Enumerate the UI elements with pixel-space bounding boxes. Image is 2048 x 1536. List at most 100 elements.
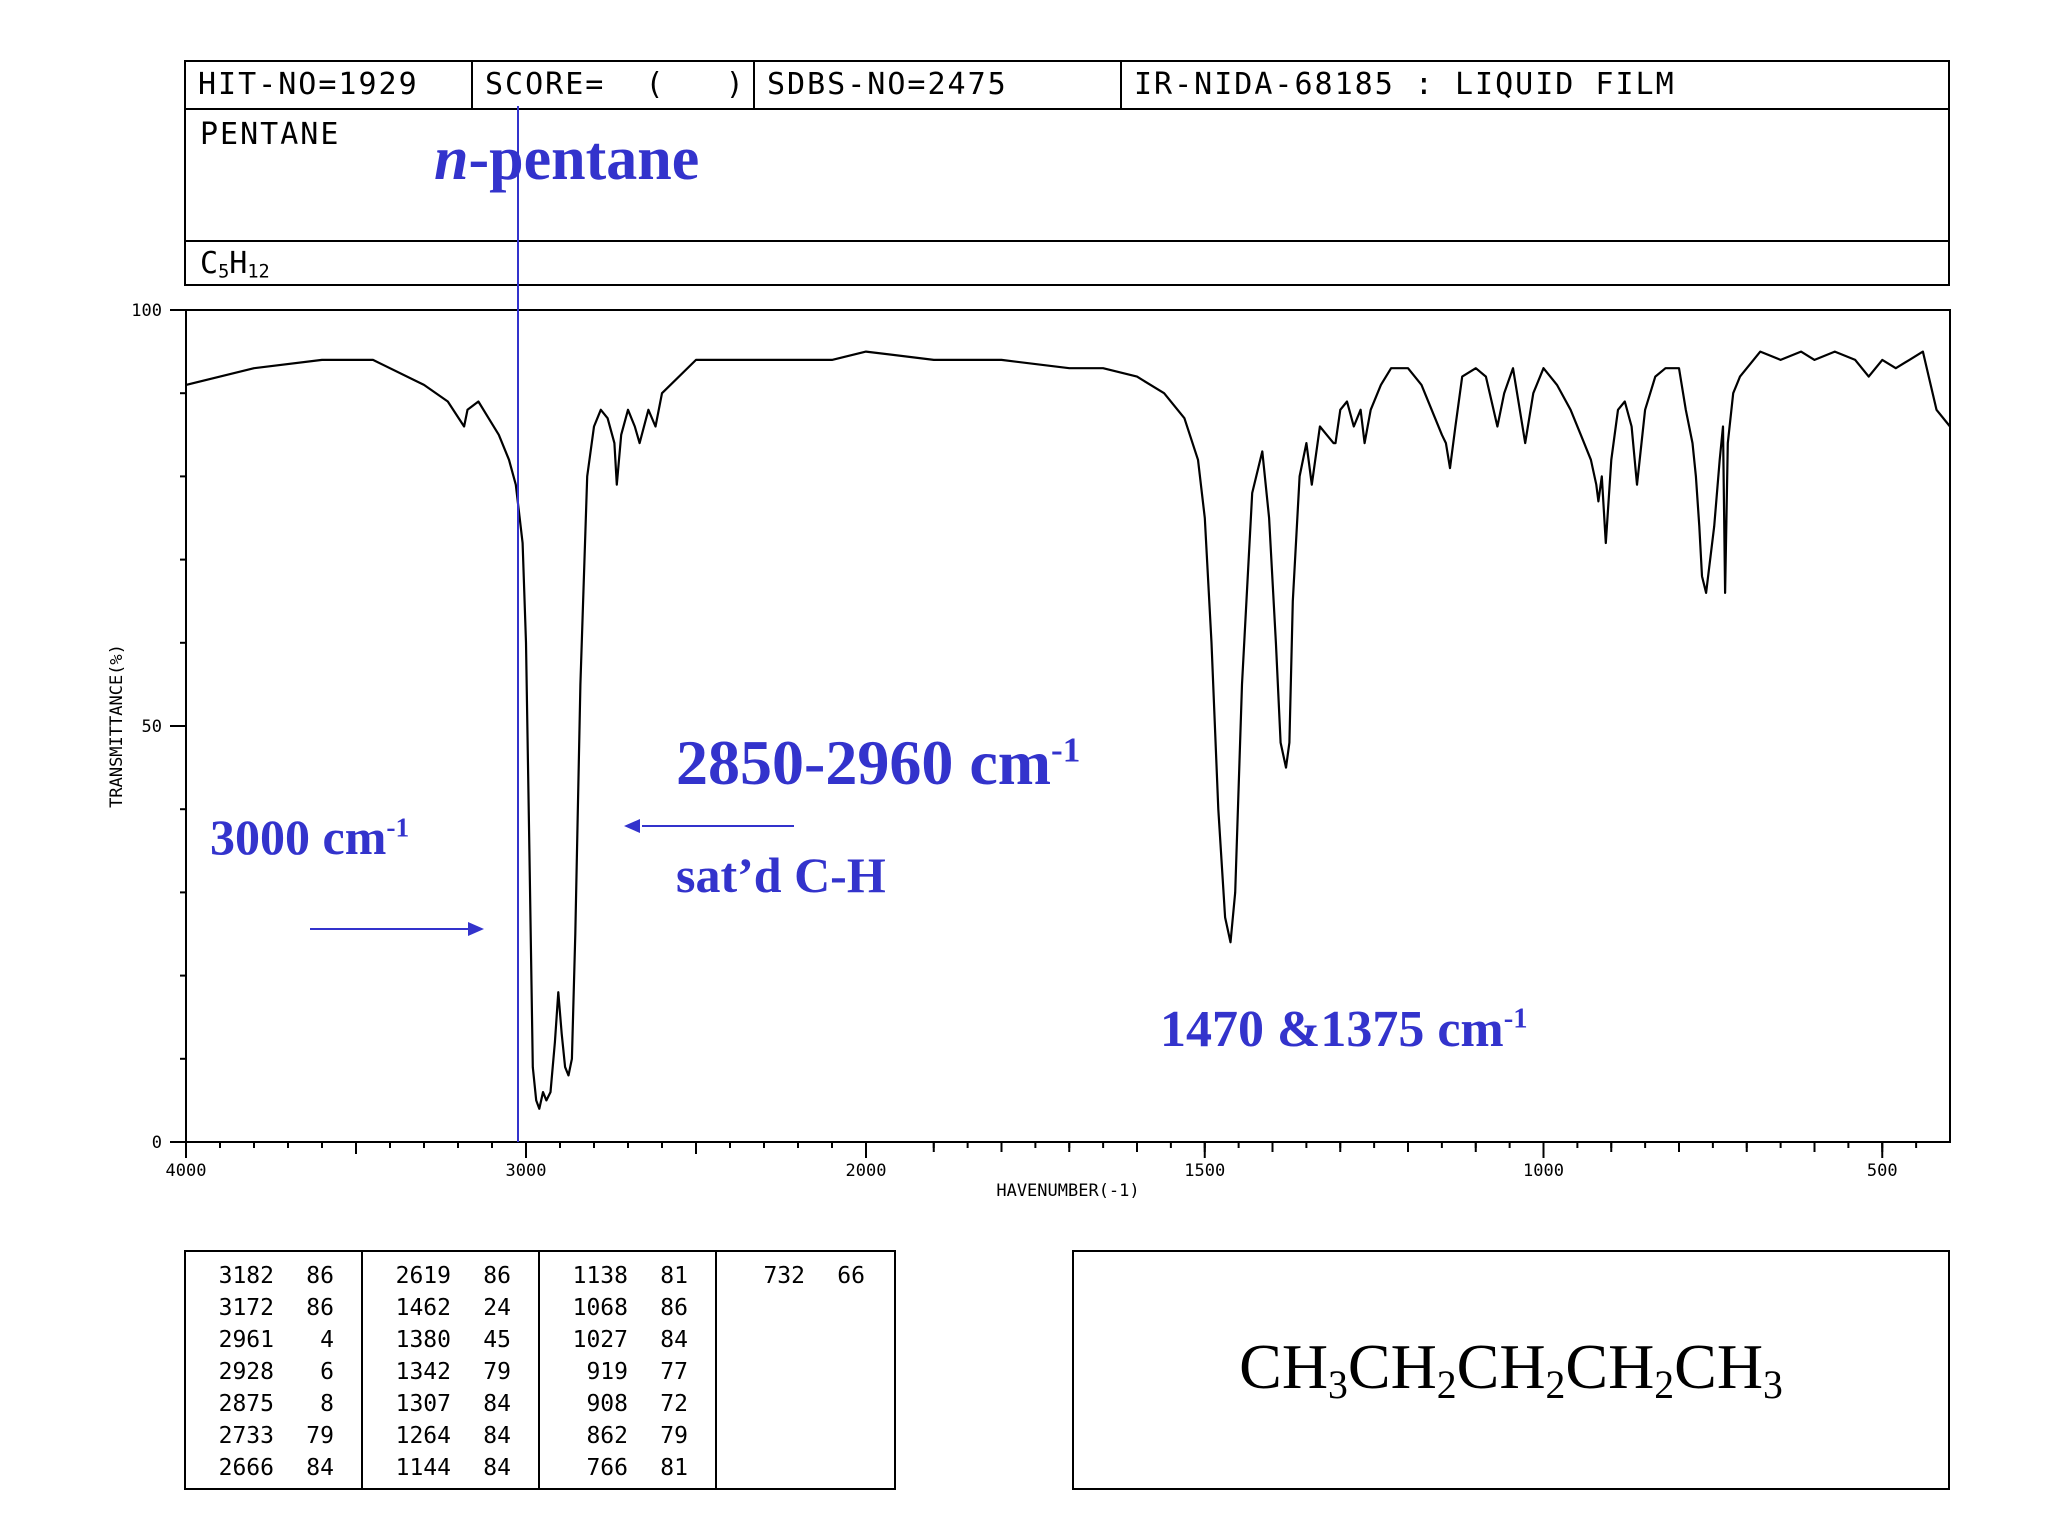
peak-table-column: 2619 86 1462 24 1380 45 1342 79 1307 84 1264 84 1144… [363, 1252, 540, 1488]
peak-row: 3172 86 [186, 1292, 363, 1324]
title-rest: -pentane [468, 125, 700, 193]
peak-table-column: 3182 86 3172 86 2961 4 2928 6 2875 8 2733 79 2666 84 [186, 1252, 363, 1488]
peak-row: 766 81 [540, 1452, 717, 1484]
peak-transmittance: 84 [483, 1423, 511, 1449]
peak-row: 1307 84 [363, 1388, 540, 1420]
score-field: SCORE= ( ) [485, 67, 746, 102]
label-1470-text: 1470 &1375 cm [1160, 1001, 1504, 1058]
peak-row: 919 77 [540, 1356, 717, 1388]
peak-transmittance: 86 [306, 1295, 334, 1321]
peak-transmittance: 84 [660, 1327, 688, 1353]
peak-wavenumber: 862 [586, 1423, 628, 1449]
y-axis-label: TRANSMITTANCE(%) [107, 644, 127, 808]
peak-table-column: 732 66 [717, 1252, 894, 1488]
peak-row: 2961 4 [186, 1324, 363, 1356]
peak-transmittance: 84 [483, 1391, 511, 1417]
peak-transmittance: 66 [837, 1263, 865, 1289]
structure-subscript: 2 [1654, 1362, 1675, 1407]
peak-row: 1138 81 [540, 1260, 717, 1292]
x-tick-label: 2000 [846, 1161, 887, 1181]
structure-subscript: 2 [1545, 1362, 1566, 1407]
title-italic-prefix: n [434, 125, 469, 193]
condensed-structure: CH3CH2CH2CH2CH3 [1074, 1330, 1948, 1407]
arrow-left-head [624, 819, 640, 833]
label-1470-sup: -1 [1503, 1003, 1528, 1035]
peak-row: 1264 84 [363, 1420, 540, 1452]
peak-wavenumber: 2875 [218, 1391, 274, 1417]
peak-transmittance: 86 [306, 1263, 334, 1289]
y-tick-label: 100 [131, 301, 162, 321]
structure-subscript: 2 [1436, 1362, 1457, 1407]
peak-table-divider [361, 1252, 363, 1488]
formula-hydrogen: H [229, 246, 248, 281]
header-divider [1120, 62, 1122, 108]
peak-row: 2928 6 [186, 1356, 363, 1388]
x-tick-label: 1500 [1184, 1161, 1225, 1181]
peak-transmittance: 72 [660, 1391, 688, 1417]
spectrum-header-box: HIT-NO=1929 SCORE= ( ) SDBS-NO=2475 IR-N… [184, 60, 1950, 286]
peak-transmittance: 24 [483, 1295, 511, 1321]
peak-wavenumber: 919 [586, 1359, 628, 1385]
arrow-right-head [468, 922, 484, 936]
peak-row: 1068 86 [540, 1292, 717, 1324]
x-tick-label: 3000 [506, 1161, 547, 1181]
peak-transmittance: 84 [483, 1455, 511, 1481]
peak-wavenumber: 1462 [395, 1295, 451, 1321]
peak-wavenumber: 1380 [395, 1327, 451, 1353]
peak-wavenumber: 732 [763, 1263, 805, 1289]
peak-row: 2666 84 [186, 1452, 363, 1484]
peak-row: 1380 45 [363, 1324, 540, 1356]
header-row-line [186, 108, 1948, 110]
peak-wavenumber: 908 [586, 1391, 628, 1417]
ir-code: IR-NIDA-68185 : LIQUID FILM [1134, 67, 1676, 102]
structure-group: CH [1347, 1331, 1437, 1402]
structure-group: CH [1239, 1331, 1329, 1402]
compound-name: PENTANE [200, 117, 341, 152]
header-divider [753, 62, 755, 108]
peak-table: 3182 86 3172 86 2961 4 2928 6 2875 8 2733 79 2666 84 2… [184, 1250, 896, 1490]
structure-subscript: 3 [1328, 1362, 1348, 1407]
peak-row: 2875 8 [186, 1388, 363, 1420]
label-satd-ch: sat’d C-H [676, 847, 886, 903]
structure-subscript: 3 [1763, 1362, 1783, 1407]
peak-table-divider [538, 1252, 540, 1488]
axis-tick-labels: 4000 3000 2000 1500 1000 500 0 50 100 [131, 301, 1897, 1181]
peak-wavenumber: 1307 [395, 1391, 451, 1417]
peak-row: 1342 79 [363, 1356, 540, 1388]
peak-row: 732 66 [717, 1260, 894, 1292]
structure-group: CH [1456, 1331, 1546, 1402]
peak-table-divider [715, 1252, 717, 1488]
peak-row: 862 79 [540, 1420, 717, 1452]
peak-wavenumber: 3182 [218, 1263, 274, 1289]
peak-row: 908 72 [540, 1388, 717, 1420]
peak-wavenumber: 1264 [395, 1423, 451, 1449]
peak-wavenumber: 1342 [395, 1359, 451, 1385]
peak-transmittance: 81 [660, 1263, 688, 1289]
compound-title: n-pentane [434, 124, 699, 195]
structure-group: CH [1565, 1331, 1655, 1402]
peak-transmittance: 86 [660, 1295, 688, 1321]
peak-wavenumber: 2961 [218, 1327, 274, 1353]
sdbs-number: SDBS-NO=2475 [767, 67, 1008, 102]
peak-transmittance: 81 [660, 1455, 688, 1481]
header-row-line [186, 240, 1948, 242]
peak-transmittance: 45 [483, 1327, 511, 1353]
peak-row: 1462 24 [363, 1292, 540, 1324]
axis-ticks [170, 309, 1918, 1158]
peak-wavenumber: 2619 [395, 1263, 451, 1289]
label-3000: 3000 cm-1 [210, 808, 409, 866]
formula-carbon: C [200, 246, 219, 281]
peak-row: 2619 86 [363, 1260, 540, 1292]
peak-transmittance: 86 [483, 1263, 511, 1289]
molecular-formula: C5H12 [200, 244, 270, 284]
formula-hydrogen-count: 12 [247, 261, 270, 283]
peak-transmittance: 79 [660, 1423, 688, 1449]
formula-carbon-count: 5 [218, 261, 230, 283]
peak-transmittance: 79 [306, 1423, 334, 1449]
x-tick-label: 4000 [166, 1161, 207, 1181]
x-axis-label: HAVENUMBER(-1) [996, 1181, 1139, 1201]
peak-row: 1144 84 [363, 1452, 540, 1484]
y-tick-label: 50 [142, 717, 162, 737]
label-1470-1375: 1470 &1375 cm-1 [1160, 1000, 1528, 1059]
